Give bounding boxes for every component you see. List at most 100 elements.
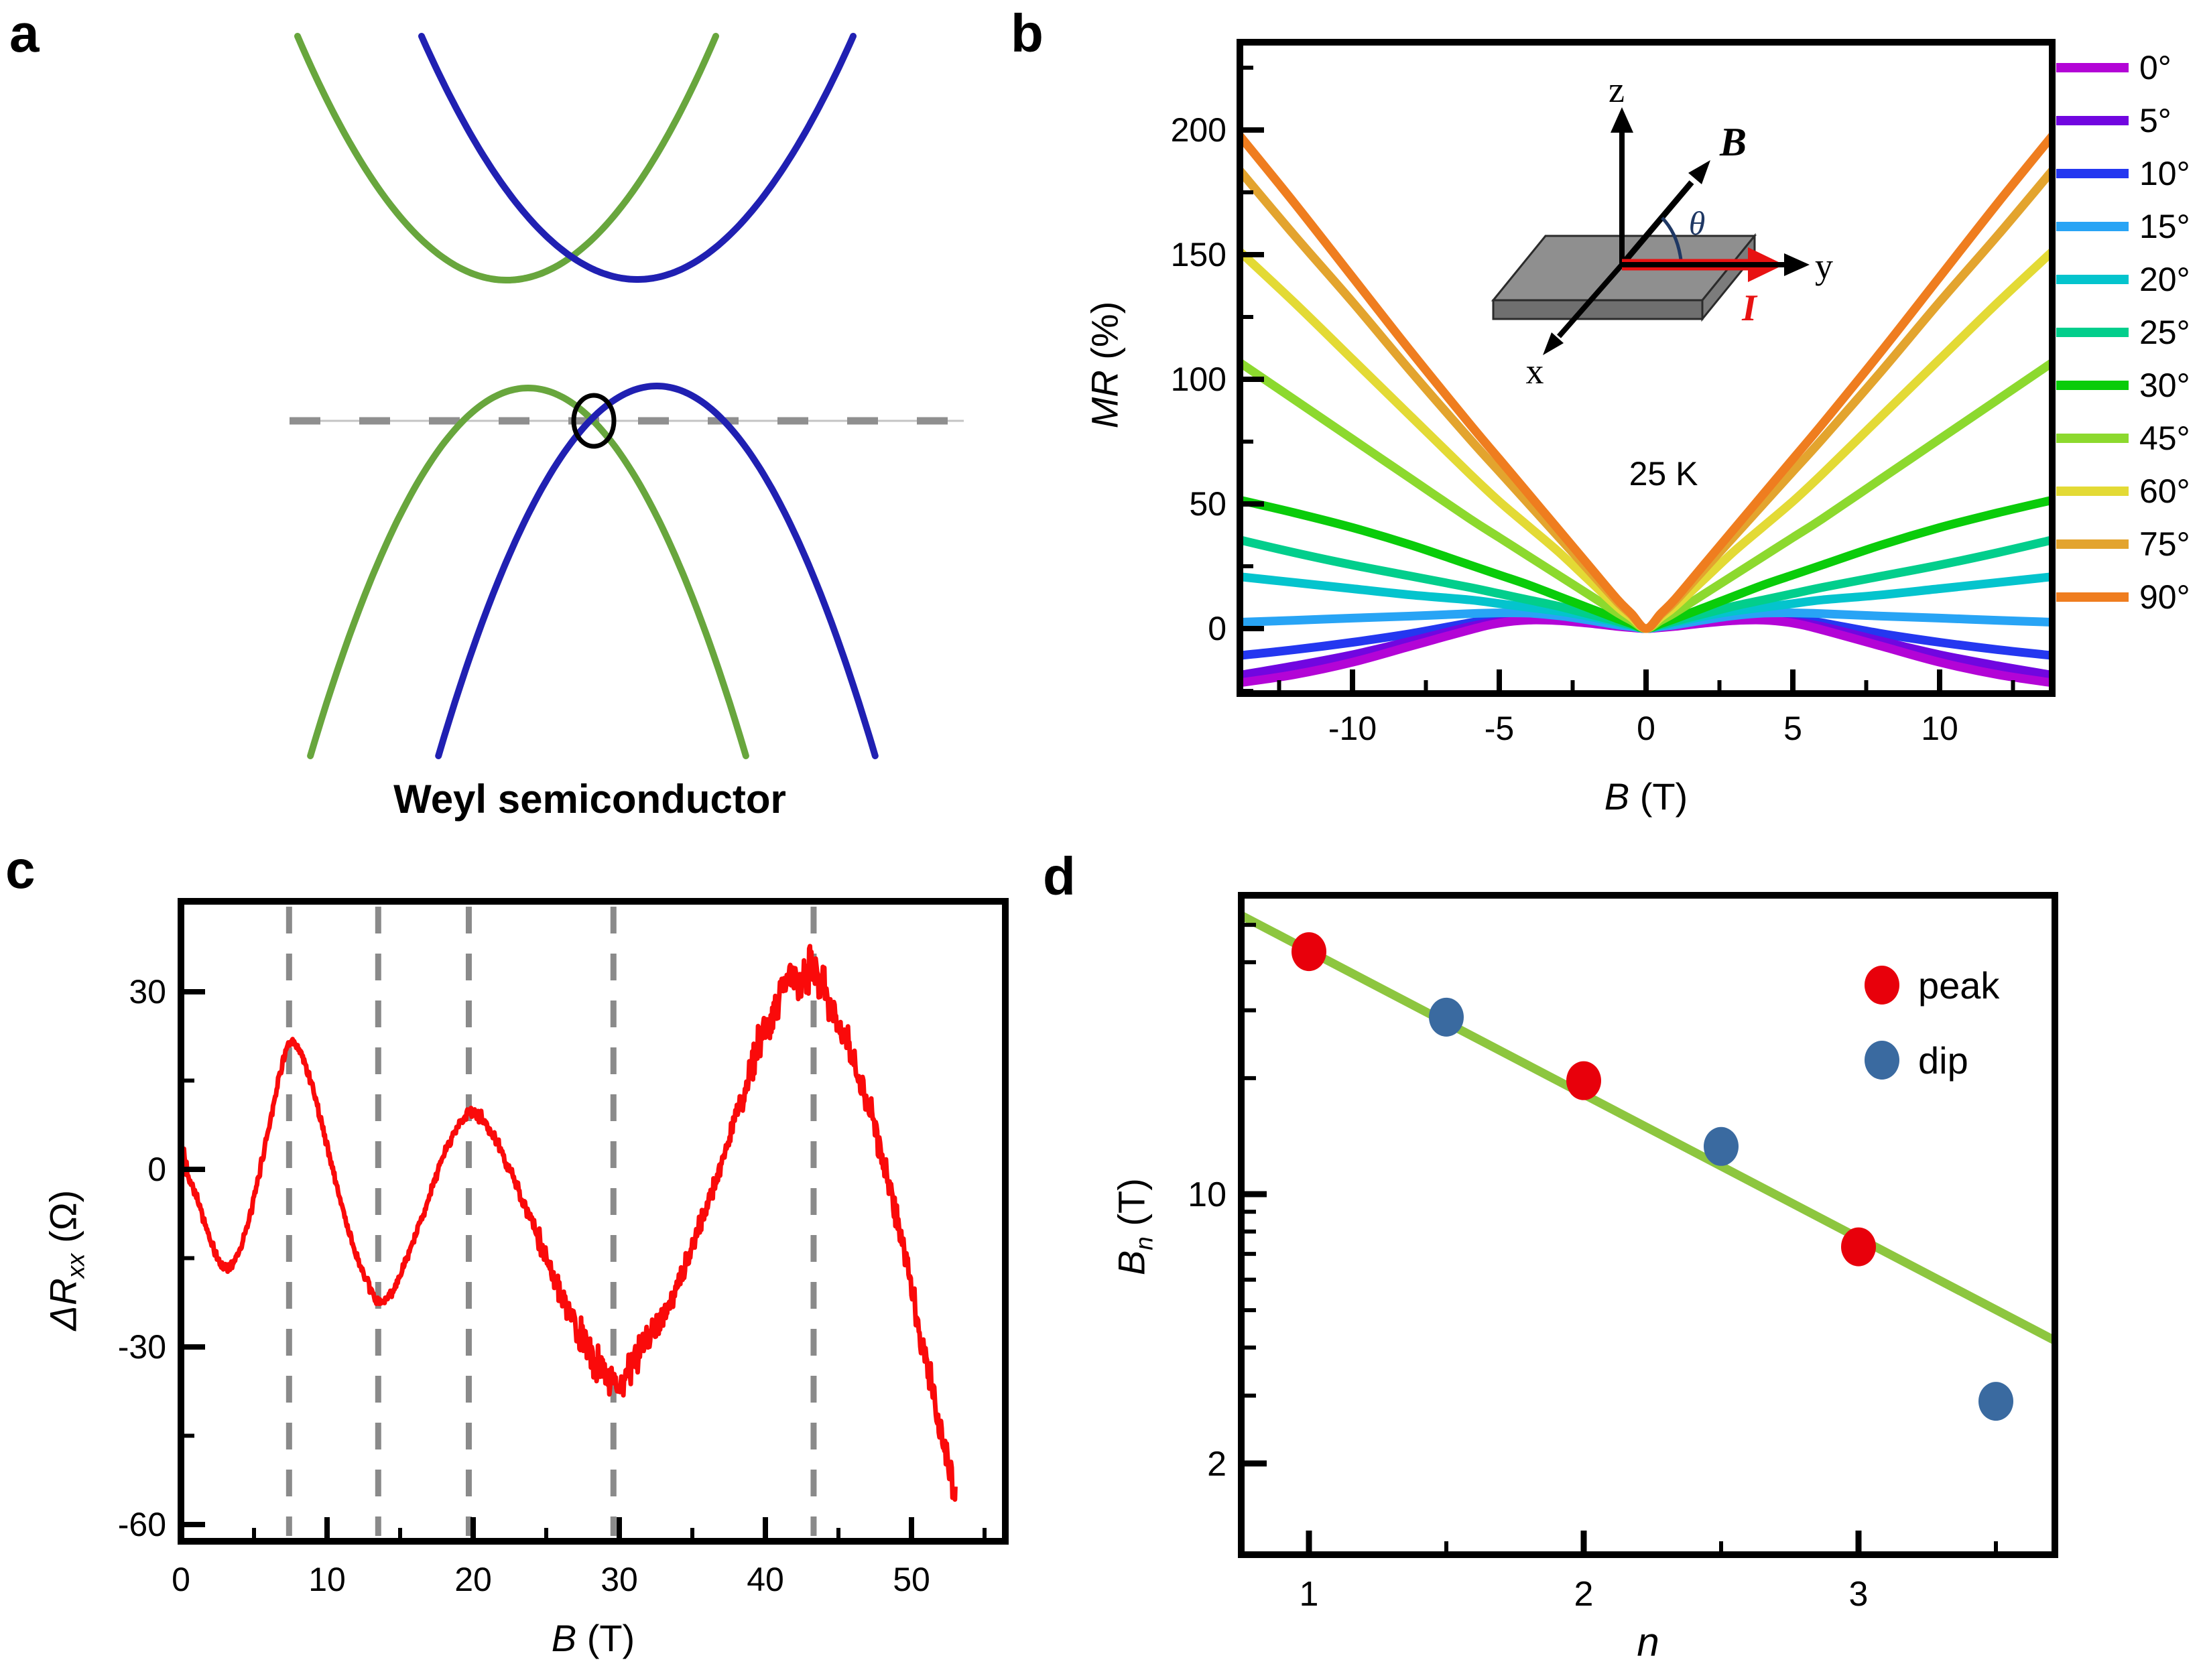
legend-label: 15°	[2139, 208, 2190, 245]
legend-label: 10°	[2139, 155, 2190, 192]
panel-d-y-axis-label: Bn (T)	[1110, 1178, 1158, 1276]
inset-theta-label: θ	[1689, 204, 1706, 242]
panel-c-frame	[178, 898, 1009, 1545]
panel-d-letter: d	[1043, 846, 1076, 906]
legend-label: 20°	[2139, 261, 2190, 298]
tick-label: 0	[172, 1561, 190, 1598]
conduction-band-green	[294, 33, 719, 284]
inset-x-label: x	[1526, 351, 1544, 391]
legend-item-dip: dip	[1865, 1023, 1999, 1098]
valence-band-blue	[435, 382, 879, 759]
tick-label: 10	[1188, 1175, 1226, 1214]
legend-item-25°: 25°	[2056, 313, 2190, 352]
inset-z-label: z	[1609, 70, 1625, 110]
inset-plate-front-face	[1492, 299, 1704, 320]
legend-item-75°: 75°	[2056, 525, 2190, 564]
inset-y-arrowhead-icon	[1784, 253, 1810, 276]
legend-label: 25°	[2139, 314, 2190, 351]
inset-current-label: I	[1741, 287, 1758, 329]
legend-swatch-icon	[2056, 222, 2129, 231]
panel-d-legend: peak dip	[1865, 948, 1999, 1098]
tick-label: 3	[1849, 1575, 1869, 1614]
legend-item-0°: 0°	[2056, 48, 2171, 87]
legend-item-60°: 60°	[2056, 472, 2190, 511]
legend-dot-icon	[1865, 966, 1899, 1005]
inset-z-arrowhead-icon	[1611, 107, 1633, 133]
tick-label: -30	[118, 1328, 166, 1366]
inset-theta-arc	[1661, 216, 1683, 261]
peak-point-n-2	[1566, 1061, 1601, 1100]
panel-c-letter: c	[5, 840, 36, 899]
tick-label: -10	[1328, 710, 1377, 747]
panel-b-x-axis-label: B (T)	[1604, 775, 1688, 818]
inset-b-field-line	[1619, 180, 1694, 267]
legend-swatch-icon	[2056, 487, 2129, 496]
legend-label: 90°	[2139, 578, 2190, 616]
tick-label: 50	[893, 1561, 930, 1598]
legend-label: 5°	[2139, 102, 2171, 139]
legend-label: 60°	[2139, 472, 2190, 510]
legend-item-15°: 15°	[2056, 207, 2190, 246]
legend-item-90°: 90°	[2056, 578, 2190, 617]
inset-y-label: y	[1815, 246, 1833, 286]
panel-b-inset: z y x B θ I	[1491, 70, 1833, 391]
panel-a-band-diagram	[290, 33, 964, 759]
legend-swatch-icon	[2056, 592, 2129, 602]
panel-c-oscillation-chart: 0 10 20 30 40 50 -60 -30 0 30	[118, 898, 1009, 1598]
tick-label: -60	[118, 1506, 166, 1543]
legend-swatch-icon	[2056, 434, 2129, 443]
legend-dot-icon	[1865, 1041, 1899, 1080]
tick-label: 200	[1171, 111, 1226, 149]
panel-b-letter: b	[1011, 3, 1044, 63]
legend-label: 75°	[2139, 525, 2190, 563]
legend-label: peak	[1918, 964, 2000, 1007]
panel-a-letter: a	[9, 3, 40, 63]
legend-swatch-icon	[2056, 381, 2129, 390]
oscillation-curve-group	[184, 944, 958, 1502]
delta-rxx-curve	[184, 944, 958, 1502]
tick-label: 30	[129, 973, 166, 1011]
legend-swatch-icon	[2056, 539, 2129, 549]
dip-point-n-2.5	[1704, 1126, 1739, 1166]
legend-label: 45°	[2139, 419, 2190, 457]
valence-band-green	[307, 384, 749, 759]
fan-content	[1244, 911, 2052, 1421]
tick-label: 0	[1208, 610, 1226, 647]
legend-item-5°: 5°	[2056, 101, 2171, 140]
linear-fit-line	[1244, 911, 2052, 1344]
legend-swatch-icon	[2056, 275, 2129, 284]
legend-item-30°: 30°	[2056, 366, 2190, 405]
mr-curves	[1243, 132, 2050, 687]
tick-label: 0	[1637, 710, 1655, 747]
legend-label: 0°	[2139, 49, 2171, 86]
panel-c-y-axis-label: ΔRxx (Ω)	[42, 1189, 90, 1331]
tick-label: 100	[1171, 361, 1226, 398]
mr-curve-90°	[1243, 132, 2050, 633]
peak-point-n-1	[1292, 932, 1326, 972]
dashed-guide-lines	[286, 907, 817, 1536]
legend-swatch-icon	[2056, 328, 2129, 337]
panel-b-temperature-label: 25 K	[1629, 455, 1698, 493]
legend-label: 30°	[2139, 367, 2190, 404]
legend-swatch-icon	[2056, 169, 2129, 178]
tick-label: 1	[1300, 1575, 1319, 1614]
legend-item-45°: 45°	[2056, 419, 2190, 458]
dip-point-n-3.5	[1978, 1382, 2013, 1421]
panel-c-x-axis-label: B (T)	[551, 1617, 635, 1659]
legend-swatch-icon	[2056, 63, 2129, 72]
tick-label: 5	[1783, 710, 1802, 747]
weyl-node-circle	[571, 393, 617, 449]
inset-b-arrowhead-icon	[1688, 160, 1710, 184]
inset-b-field-label: B	[1719, 120, 1747, 164]
panel-a-title: Weyl semiconductor	[393, 777, 786, 822]
conduction-band-blue	[418, 33, 857, 283]
tick-label: 10	[308, 1561, 346, 1598]
panel-d-x-axis-label: n	[1637, 1620, 1659, 1665]
panel-b-y-axis-label: MR (%)	[1083, 301, 1126, 429]
legend-swatch-icon	[2056, 116, 2129, 125]
tick-label: -5	[1485, 710, 1514, 747]
peak-point-n-3	[1841, 1227, 1876, 1267]
legend-item-peak: peak	[1865, 948, 1999, 1023]
tick-label: 10	[1921, 710, 1958, 747]
tick-label: 0	[147, 1151, 166, 1188]
